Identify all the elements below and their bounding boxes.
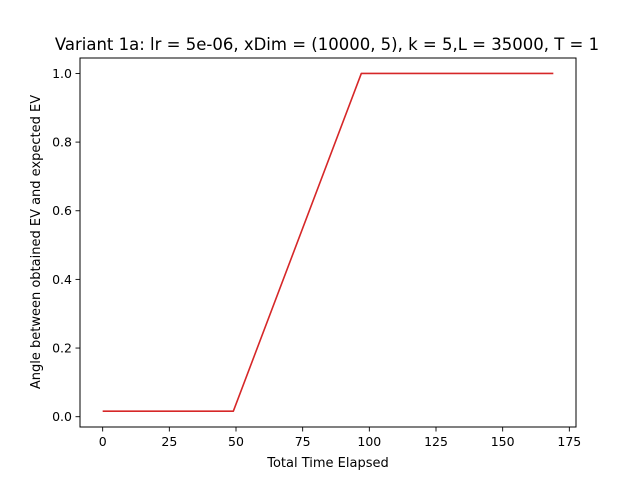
y-tick-label: 0.2 xyxy=(52,341,72,356)
series-line-0 xyxy=(102,72,554,413)
plot-area: 0 25 50 75 100 125 150 175 0.0 0.2 0.4 0.6 0.8 1.0 xyxy=(52,57,581,449)
x-tick-label: 175 xyxy=(557,434,581,449)
y-tick-label: 0.0 xyxy=(52,409,72,424)
x-tick-label: 100 xyxy=(357,434,381,449)
x-tick-label: 75 xyxy=(295,434,311,449)
x-tick-label: 50 xyxy=(228,434,244,449)
x-axis-label: Total Time Elapsed xyxy=(266,456,389,471)
y-tick-label: 1.0 xyxy=(52,66,72,81)
x-tick-label: 0 xyxy=(99,434,107,449)
y-tick-label: 0.8 xyxy=(52,135,72,150)
y-axis-label: Angle between obtained EV and expected E… xyxy=(29,95,44,389)
x-tick-label: 25 xyxy=(161,434,177,449)
x-tick-label: 150 xyxy=(491,434,515,449)
chart-title: Variant 1a: lr = 5e-06, xDim = (10000, 5… xyxy=(55,35,599,54)
plot-frame xyxy=(79,57,577,428)
y-tick-label: 0.4 xyxy=(52,272,72,287)
y-tick-label: 0.6 xyxy=(52,203,72,218)
x-tick-label: 125 xyxy=(424,434,448,449)
